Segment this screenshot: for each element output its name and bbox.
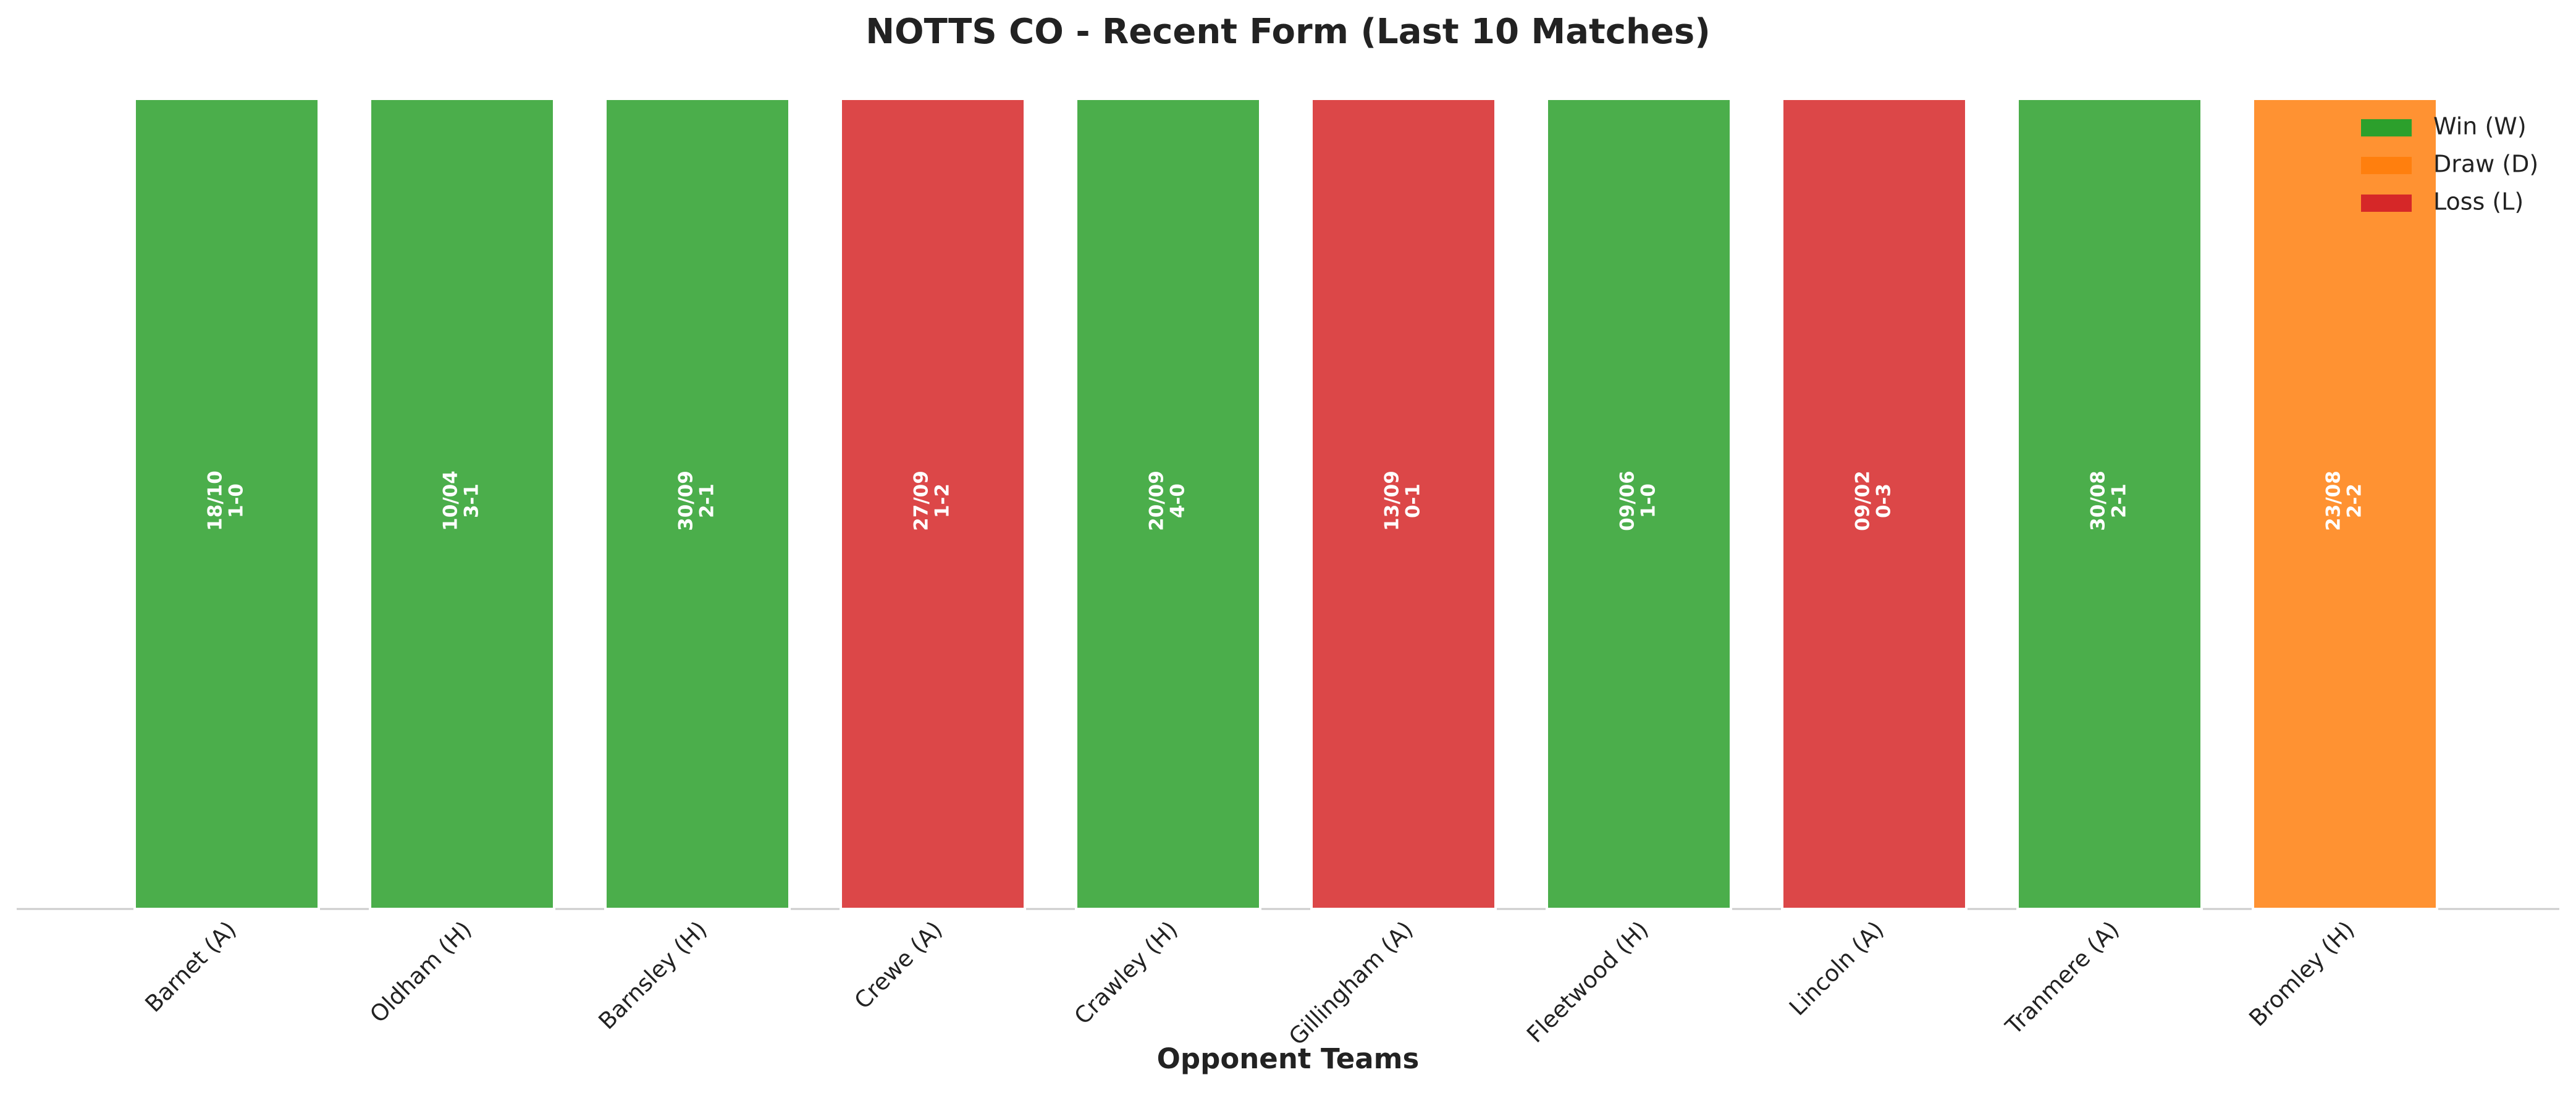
legend-label: Draw (D): [2433, 151, 2538, 178]
bar-score-label: 1-0: [225, 484, 248, 518]
x-tick-label: Barnsley (H): [594, 916, 712, 1034]
x-tick-label: Oldham (H): [364, 916, 476, 1028]
x-axis-label: Opponent Teams: [1157, 1042, 1420, 1075]
legend-swatch: [2361, 157, 2412, 174]
bar-score-label: 3-1: [461, 484, 483, 518]
bar-date-label: 10/04: [440, 471, 462, 531]
bar-date-label: 23/08: [2323, 471, 2345, 531]
bar: [1310, 98, 1497, 910]
bar: [369, 98, 555, 910]
x-tick-label: Tranmere (A): [2000, 916, 2124, 1040]
bar-score-label: 1-2: [932, 484, 954, 518]
bar-score-label: 1-0: [1638, 484, 1660, 518]
x-tick-label: Bromley (H): [2244, 916, 2360, 1031]
bar: [840, 98, 1026, 910]
bar-score-label: 4-0: [1167, 484, 1189, 518]
bar-date-label: 20/09: [1146, 471, 1168, 531]
bar-date-label: 27/09: [911, 471, 933, 531]
x-tick-label: Gillingham (A): [1284, 916, 1418, 1050]
bar-score-label: 0-3: [1873, 484, 1895, 518]
x-tick-label: Lincoln (A): [1784, 916, 1889, 1021]
bar: [1546, 98, 1732, 910]
bar-date-label: 09/06: [1617, 471, 1639, 531]
bar: [133, 98, 320, 910]
bar: [2252, 98, 2438, 910]
bar-score-label: 2-1: [2108, 484, 2131, 518]
legend-label: Win (W): [2433, 113, 2527, 140]
bar-date-label: 18/10: [204, 471, 227, 531]
bar: [1781, 98, 1968, 910]
bar: [604, 98, 791, 910]
bar-date-label: 13/09: [1381, 471, 1404, 531]
legend-label: Loss (L): [2433, 188, 2523, 216]
bar: [2016, 98, 2203, 910]
bar-score-label: 0-1: [1402, 484, 1425, 518]
bar-score-label: 2-2: [2344, 484, 2366, 518]
x-tick-label: Crawley (H): [1069, 916, 1183, 1029]
bar-date-label: 30/08: [2087, 471, 2110, 531]
bar-score-label: 2-1: [696, 484, 718, 518]
legend-swatch: [2361, 119, 2412, 136]
x-tick-label: Fleetwood (H): [1522, 916, 1654, 1048]
bar: [1075, 98, 1261, 910]
x-tick-label: Barnet (A): [140, 916, 242, 1017]
legend-swatch: [2361, 195, 2412, 212]
bar-date-label: 30/09: [675, 471, 697, 531]
x-tick-label: Crewe (A): [849, 916, 948, 1014]
chart-title: NOTTS CO - Recent Form (Last 10 Matches): [865, 12, 1711, 52]
bar-date-label: 09/02: [1852, 471, 1874, 531]
